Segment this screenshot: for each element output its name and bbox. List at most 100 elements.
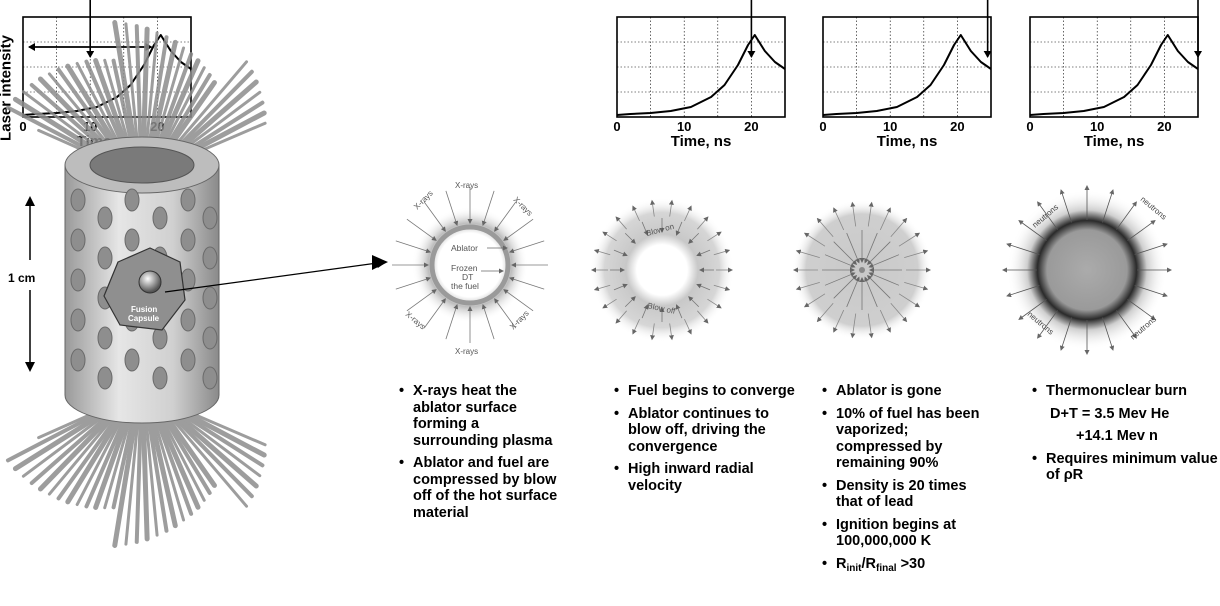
stage1-bullet-2: Ablator and fuel are compressed by blow …	[397, 455, 567, 521]
x-tick-label: 20	[1157, 119, 1171, 134]
x-tick-label: 10	[1090, 119, 1104, 134]
radiation-arrow	[508, 276, 545, 290]
implosion-stages: X-rays X-rays X-rays X-rays X-rays X-ray…	[392, 181, 1172, 356]
x-tick-label: 0	[1026, 119, 1033, 134]
radiation-arrow	[850, 313, 857, 339]
laser-beam	[134, 398, 144, 544]
capsule-label-2: Capsule	[128, 314, 160, 323]
radiation-arrow	[423, 201, 446, 232]
wall-hole	[202, 366, 218, 390]
radiation-arrow	[632, 318, 640, 335]
radiation-arrow	[668, 199, 674, 217]
stage3-bullet-5: Rinit/Rfinal >30	[820, 556, 985, 578]
radiation-arrow	[879, 309, 891, 333]
wall-hole	[70, 268, 86, 292]
radiation-arrow	[833, 207, 845, 231]
radiation-arrow	[803, 232, 826, 247]
stage1-fuel-label: the fuel	[451, 281, 479, 291]
stage1-xrays-label-4: X-rays	[404, 310, 427, 332]
radiation-arrow	[696, 249, 711, 257]
fusion-equation-line-1: D+T = 3.5 Mev He	[1050, 405, 1170, 422]
radiation-arrow	[494, 298, 517, 329]
radiation-arrow	[668, 323, 674, 341]
radiation-arrow	[833, 274, 858, 299]
radiation-arrow	[707, 231, 722, 242]
wall-hole	[202, 326, 218, 350]
radiation-arrow	[697, 216, 709, 230]
radiation-arrow	[1018, 220, 1047, 241]
size-label: 1 cm	[8, 271, 36, 285]
stage2-bullet-3: High inward radial velocity	[612, 461, 802, 494]
radiation-arrow	[684, 318, 692, 335]
wall-hole	[202, 246, 218, 270]
wall-hole	[202, 206, 218, 230]
radiation-arrow	[866, 274, 891, 299]
radiation-arrow	[675, 221, 683, 236]
radiation-arrow	[816, 217, 834, 238]
radiation-arrow	[1127, 299, 1156, 320]
stage2-bullet-2: Ablator continues to blow off, driving t…	[612, 406, 802, 456]
radiation-arrow	[624, 296, 636, 308]
radiation-arrow	[395, 276, 432, 290]
wall-hole	[97, 206, 113, 230]
x-tick-label: 10	[677, 119, 691, 134]
radiation-arrow	[898, 232, 921, 247]
stage4-bullet-2: Requires minimum value of ρR	[1030, 451, 1218, 484]
x-axis-label: Time, ns	[671, 133, 732, 150]
wall-hole	[70, 348, 86, 372]
wall-hole	[180, 228, 196, 252]
radiation-arrow	[1134, 242, 1168, 255]
radiation-arrow	[481, 190, 495, 227]
radiation-arrow	[445, 190, 459, 227]
radiation-arrow	[1134, 285, 1168, 298]
chart-frame	[22, 16, 192, 118]
radiation-arrow	[406, 289, 437, 312]
radiation-arrow	[684, 205, 692, 222]
capsule-label-1: Fusion	[131, 305, 157, 314]
stage1-xrays-label-3: X-rays	[512, 195, 535, 218]
radiation-arrow	[641, 304, 649, 319]
radiation-arrow	[650, 199, 656, 217]
radiation-arrow	[866, 241, 891, 266]
stage3-bullet-1: Ablator is gone	[820, 383, 985, 400]
radiation-arrow	[503, 218, 534, 241]
stage4-burning-core	[1007, 190, 1167, 350]
laser-beam	[124, 398, 142, 546]
radiation-arrow	[503, 289, 534, 312]
wall-hole	[202, 286, 218, 310]
radiation-arrow	[632, 205, 640, 222]
radiation-arrow	[846, 232, 860, 264]
radiation-arrow	[696, 283, 711, 291]
radiation-arrow	[1037, 201, 1058, 230]
stage4-description: Thermonuclear burn D+T = 3.5 Mev He +14.…	[1030, 383, 1218, 490]
chart-frame	[1029, 16, 1199, 118]
stage1-frozen-label: Frozen	[451, 263, 478, 273]
wall-hole	[124, 188, 140, 212]
radiation-arrow	[1102, 189, 1115, 223]
radiation-arrow	[697, 310, 709, 324]
radiation-arrow	[824, 272, 856, 286]
radiation-arrow	[824, 254, 856, 268]
radiation-arrow	[867, 313, 874, 339]
wall-hole	[124, 228, 140, 252]
chart-frame	[822, 16, 992, 118]
wall-hole	[152, 366, 168, 390]
radiation-arrow	[650, 323, 656, 341]
stage1-dt-label: DT	[462, 272, 473, 282]
radiation-arrow	[445, 303, 459, 340]
laser-beam	[112, 397, 141, 548]
radiation-arrow	[803, 293, 826, 308]
radiation-arrow	[1116, 201, 1137, 230]
radiation-arrow	[615, 310, 627, 324]
laser-pulse-line	[822, 34, 992, 116]
radiation-arrow	[904, 249, 929, 258]
laser-chart-3: 0 10 20 Time, ns	[819, 0, 992, 150]
radiation-arrow	[868, 272, 900, 286]
radiation-arrow	[707, 298, 722, 309]
stage1-capsule	[412, 207, 528, 323]
stage3-description: Ablator is gone 10% of fuel has been vap…	[820, 383, 985, 583]
wall-hole	[97, 246, 113, 270]
radiation-arrow	[713, 249, 731, 256]
radiation-arrow	[494, 201, 517, 232]
radiation-arrow	[1059, 317, 1072, 351]
